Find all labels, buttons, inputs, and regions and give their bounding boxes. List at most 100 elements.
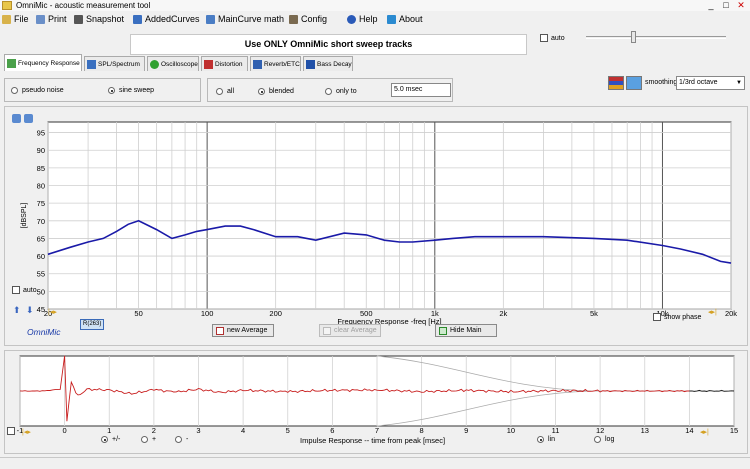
new-average-button[interactable]: new Average	[212, 324, 274, 337]
impulse-x-tick: 4	[241, 426, 245, 435]
scale-lin-radio[interactable]	[537, 436, 544, 443]
menu-snapshot[interactable]: Snapshot	[74, 13, 124, 25]
all-radio[interactable]	[216, 88, 223, 95]
option-blended[interactable]: blended	[258, 88, 294, 95]
sine-sweep-radio[interactable]	[108, 87, 115, 94]
impulse-scroll-left-icon[interactable]: |◂▸	[22, 429, 31, 436]
signal-type-group: pseudo noise sine sweep	[4, 78, 201, 102]
option-pseudo-noise[interactable]: pseudo noise	[11, 87, 64, 94]
hide-main-button[interactable]: Hide Main	[435, 324, 497, 337]
hide-main-label: Hide Main	[450, 327, 482, 334]
freq-x-axis-label: Frequency Response -freq [Hz]	[337, 317, 441, 326]
folder-icon	[2, 14, 11, 24]
gating-group: all blended only to 5.0 msec	[207, 78, 453, 102]
impulse-axis-label: Impulse Response -- time from peak [msec…	[300, 436, 446, 445]
curves-icon	[133, 14, 142, 24]
only-to-radio[interactable]	[325, 88, 332, 95]
zoom-out-icon[interactable]	[24, 114, 33, 123]
spl-icon	[87, 59, 96, 69]
option-sine-sweep[interactable]: sine sweep	[108, 87, 154, 94]
wrench-icon	[289, 14, 298, 24]
level-slider-thumb[interactable]	[631, 31, 636, 43]
tab-bass-decay[interactable]: Bass Decay	[303, 56, 353, 71]
top-auto-toggle[interactable]: auto	[540, 34, 565, 42]
polarity-plusminus-option[interactable]: +/-	[101, 436, 120, 443]
math-icon	[206, 14, 215, 24]
menu-about[interactable]: About	[387, 13, 423, 25]
close-button[interactable]: ✕	[737, 0, 745, 10]
menu-help-label: Help	[359, 14, 378, 24]
clear-average-icon	[323, 326, 331, 335]
status-bar	[0, 457, 750, 469]
smoothing-label: smoothing	[645, 79, 678, 86]
chart-auto-toggle[interactable]: auto	[12, 286, 37, 294]
average-icon	[216, 326, 224, 335]
impulse-scroll-right-icon[interactable]: ◂▸|	[700, 429, 709, 436]
freq-x-tick: 500	[360, 309, 373, 318]
menu-maincurve-math[interactable]: MainCurve math	[206, 13, 284, 25]
menu-help[interactable]: Help	[347, 13, 378, 25]
blended-radio[interactable]	[258, 88, 265, 95]
show-phase-toggle[interactable]: show phase	[653, 313, 701, 321]
smoothing-select[interactable]: 1/3rd octave ▼	[676, 76, 745, 90]
smoothing-value: 1/3rd octave	[679, 79, 718, 86]
clear-average-button[interactable]: clear Average	[319, 324, 381, 337]
menu-config[interactable]: Config	[289, 13, 327, 25]
clear-average-label: clear Average	[334, 327, 377, 334]
level-slider-track[interactable]	[586, 36, 726, 39]
window-title: OmniMic - acoustic measurement tool	[16, 1, 151, 10]
tab-distortion[interactable]: Distortion	[201, 56, 248, 71]
menu-addedcurves-label: AddedCurves	[145, 14, 200, 24]
tab-oscilloscope[interactable]: Oscilloscope	[147, 56, 199, 71]
impulse-x-tick: 12	[596, 426, 604, 435]
show-phase-checkbox[interactable]	[653, 313, 661, 321]
polarity-minus-radio[interactable]	[175, 436, 182, 443]
new-average-label: new Average	[227, 327, 268, 334]
chart-auto-checkbox[interactable]	[12, 286, 20, 294]
pseudo-noise-label: pseudo noise	[22, 87, 64, 94]
polarity-plus-option[interactable]: +	[141, 436, 156, 443]
menu-addedcurves[interactable]: AddedCurves	[133, 13, 200, 25]
tab-spl-spectrum[interactable]: SPL/Spectrum	[84, 56, 145, 71]
impulse-x-tick: -1	[17, 426, 24, 435]
about-icon	[387, 14, 396, 24]
maximize-button[interactable]: □	[723, 0, 729, 10]
freq-y-tick: 95	[37, 129, 45, 138]
top-auto-checkbox[interactable]	[540, 34, 548, 42]
tab-frequency-response[interactable]: Frequency Response	[4, 54, 82, 71]
menu-file[interactable]: File	[2, 13, 29, 25]
polarity-plus-radio[interactable]	[141, 436, 148, 443]
polarity-minus-option[interactable]: -	[175, 436, 188, 443]
impulse-window-checkbox[interactable]	[7, 427, 15, 435]
minimize-button[interactable]: _	[708, 0, 714, 10]
impulse-x-tick: 9	[464, 426, 468, 435]
scale-log-radio[interactable]	[594, 436, 601, 443]
freq-x-tick: 20	[44, 309, 52, 318]
x-scroll-right-icon[interactable]: ◂▸|	[708, 309, 717, 316]
menu-print[interactable]: Print	[36, 13, 67, 25]
scale-log-option[interactable]: log	[594, 436, 614, 443]
impulse-x-tick: 5	[286, 426, 290, 435]
polarity-plusminus-radio[interactable]	[101, 436, 108, 443]
overlay-toggle-icon[interactable]	[626, 76, 642, 90]
freq-x-tick: 10k	[656, 309, 668, 318]
freq-x-tick: 20k	[725, 309, 737, 318]
scale-lin-option[interactable]: lin	[537, 436, 555, 443]
gate-time-input[interactable]: 5.0 msec	[391, 83, 451, 97]
tab-reverb-etc[interactable]: Reverb/ETC	[250, 56, 301, 71]
menu-about-label: About	[399, 14, 423, 24]
freq-y-tick: 70	[37, 217, 45, 226]
scroll-down-icon[interactable]: ⬇	[26, 305, 34, 315]
camera-icon	[74, 14, 83, 24]
only-to-label: only to	[336, 88, 357, 95]
scroll-up-icon[interactable]: ⬆	[13, 305, 21, 315]
option-only-to[interactable]: only to	[325, 88, 357, 95]
option-all[interactable]: all	[216, 88, 234, 95]
color-palette-icon[interactable]	[608, 76, 624, 90]
pseudo-noise-radio[interactable]	[11, 87, 18, 94]
file-tag[interactable]: R(263)	[80, 319, 105, 330]
zoom-in-icon[interactable]	[12, 114, 21, 123]
menu-print-label: Print	[48, 14, 67, 24]
tab-distortion-label: Distortion	[215, 60, 243, 68]
x-scroll-left-icon[interactable]: |◂▸	[48, 309, 57, 316]
